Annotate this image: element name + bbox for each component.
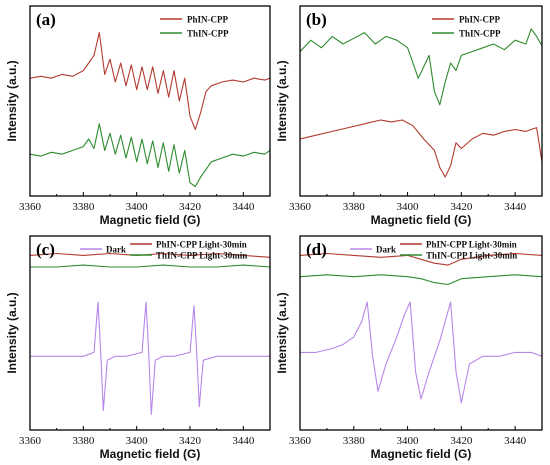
legend-entry: ThIN-CPP Light-30min bbox=[426, 250, 517, 260]
x-tick-label: 3420 bbox=[450, 435, 473, 447]
panel-b: 3360 3380 3400 3420 3440 Magnetic field (G) In… bbox=[275, 5, 543, 227]
y-axis-title: Intensity (a.u.) bbox=[5, 292, 19, 373]
panel-a: 3360 3380 3400 3420 3440 Magnetic field (G) In… bbox=[5, 5, 271, 227]
x-tick-label: 3400 bbox=[126, 201, 149, 213]
series-line-thin-cpp bbox=[30, 123, 270, 188]
series-line-phin-cpp bbox=[300, 119, 542, 178]
panel-label: (a) bbox=[36, 10, 56, 29]
panel-label: (d) bbox=[306, 240, 327, 259]
y-axis-title: Intensity (a.u.) bbox=[275, 292, 289, 373]
legend-entry: PhIN-CPP Light-30min bbox=[156, 239, 247, 249]
legend-entry: Dark bbox=[376, 244, 396, 254]
legend: PhIN-CPP ThIN-CPP bbox=[432, 15, 501, 39]
plot-frame bbox=[29, 235, 271, 431]
x-axis-title: Magnetic field (G) bbox=[100, 213, 201, 227]
legend-entry: ThIN-CPP bbox=[459, 29, 501, 39]
x-tick-label: 3440 bbox=[232, 435, 255, 447]
panel-d: 3360 3380 3400 3420 3440 Magnetic field (G) In… bbox=[275, 235, 543, 461]
legend-entry: PhIN-CPP Light-30min bbox=[426, 239, 517, 249]
y-axis-title: Intensity (a.u.) bbox=[275, 60, 289, 141]
panel-label: (c) bbox=[36, 240, 55, 259]
x-tick-label: 3380 bbox=[343, 201, 366, 213]
x-tick-label: 3380 bbox=[72, 435, 95, 447]
x-tick-label: 3440 bbox=[504, 201, 527, 213]
x-tick-label: 3420 bbox=[179, 435, 202, 447]
x-tick-label: 3400 bbox=[397, 435, 420, 447]
x-tick-label: 3420 bbox=[179, 201, 202, 213]
series-line-phin-cpp-light-30min bbox=[300, 252, 542, 266]
x-tick-label: 3360 bbox=[289, 435, 312, 447]
x-tick-label: 3380 bbox=[72, 201, 95, 213]
legend-entry: ThIN-CPP Light-30min bbox=[156, 250, 247, 260]
series-line-dark bbox=[300, 301, 542, 404]
x-tick-label: 3400 bbox=[126, 435, 149, 447]
x-tick-label: 3360 bbox=[19, 435, 42, 447]
x-axis-title: Magnetic field (G) bbox=[100, 447, 201, 461]
plot-frame bbox=[299, 235, 543, 431]
x-tick-label: 3360 bbox=[289, 201, 312, 213]
series-line-phin-cpp bbox=[30, 32, 270, 131]
series-line-thin-cpp bbox=[300, 28, 542, 106]
legend-entry: ThIN-CPP bbox=[187, 29, 229, 39]
x-tick-label: 3440 bbox=[504, 435, 527, 447]
legend-entry: PhIN-CPP bbox=[187, 15, 228, 25]
series-line-dark bbox=[30, 301, 270, 416]
legend-entry: PhIN-CPP bbox=[459, 15, 500, 25]
panel-label: (b) bbox=[306, 10, 327, 29]
panel-c: 3360 3380 3400 3420 3440 Magnetic field (G) In… bbox=[5, 235, 271, 461]
x-tick-label: 3360 bbox=[19, 201, 42, 213]
y-axis-title: Intensity (a.u.) bbox=[5, 60, 19, 141]
x-axis-title: Magnetic field (G) bbox=[371, 447, 472, 461]
x-axis-title: Magnetic field (G) bbox=[371, 213, 472, 227]
legend-entry: Dark bbox=[106, 244, 126, 254]
x-tick-label: 3420 bbox=[450, 201, 473, 213]
series-line-thin-cpp-light-30min bbox=[300, 274, 542, 286]
x-tick-label: 3400 bbox=[397, 201, 420, 213]
series-line-thin-cpp-light-30min bbox=[30, 264, 270, 268]
legend: PhIN-CPP ThIN-CPP bbox=[160, 15, 229, 39]
x-tick-label: 3440 bbox=[232, 201, 255, 213]
plot-frame bbox=[299, 5, 543, 197]
x-tick-label: 3380 bbox=[343, 435, 366, 447]
plot-frame bbox=[29, 5, 271, 197]
